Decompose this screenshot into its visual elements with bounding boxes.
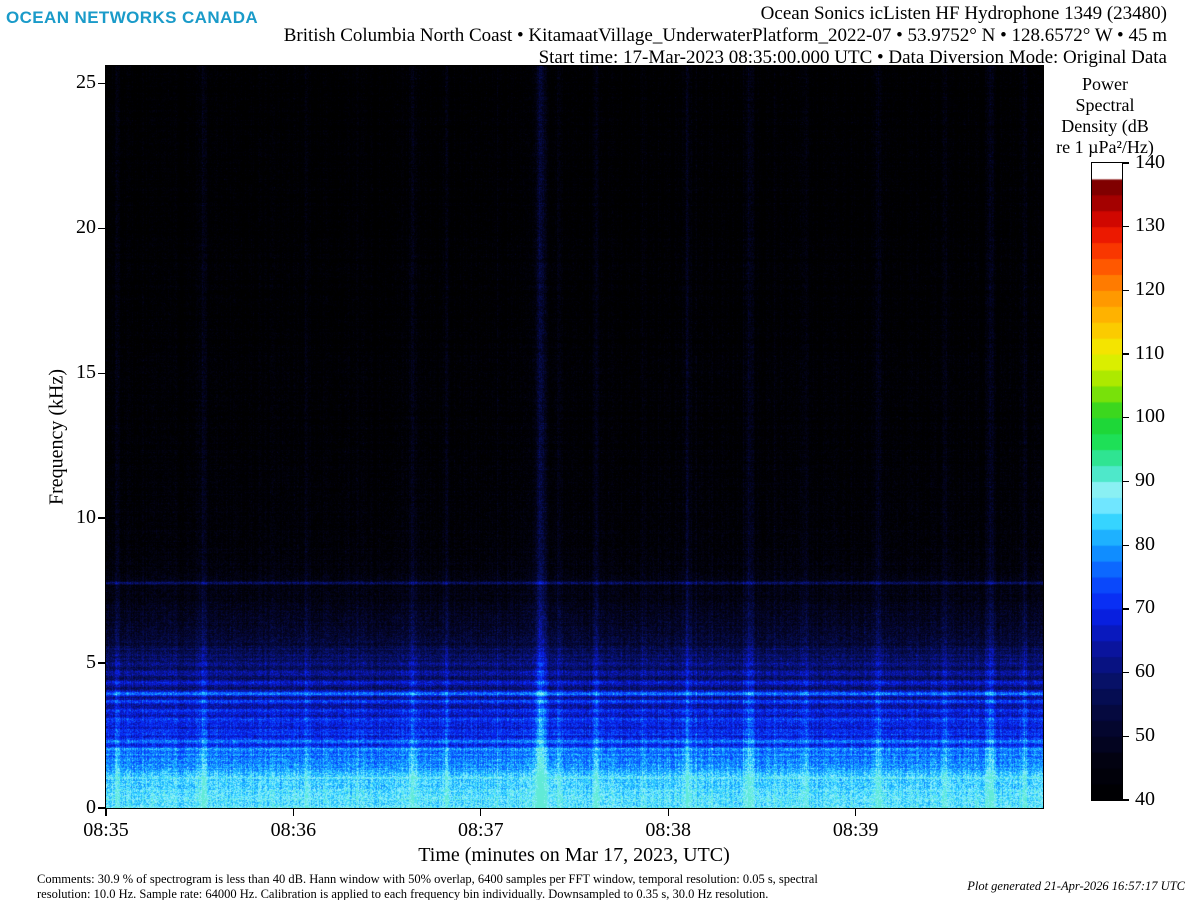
- x-tick-label: 08:39: [832, 819, 879, 841]
- colorbar-tick-label: 140: [1135, 150, 1165, 173]
- y-axis-label: Frequency (kHz): [45, 368, 68, 506]
- y-tick-label: 20: [76, 215, 96, 238]
- title-line-instrument: Ocean Sonics icListen HF Hydrophone 1349…: [760, 3, 1167, 24]
- colorbar-label-line: Density (dB: [1061, 116, 1149, 136]
- colorbar-tick-label: 50: [1135, 723, 1155, 746]
- colorbar: [1091, 162, 1123, 801]
- colorbar-label: Power Spectral Density (dB re 1 µPa²/Hz): [1056, 74, 1154, 158]
- x-tick-mark: [292, 809, 295, 816]
- colorbar-tick-label: 100: [1135, 405, 1165, 428]
- x-tick-label: 08:38: [645, 819, 691, 841]
- colorbar-tick-label: 130: [1135, 214, 1165, 237]
- colorbar-tick-mark: [1123, 289, 1129, 292]
- colorbar-tick-mark: [1123, 608, 1129, 610]
- y-tick-mark: [98, 517, 105, 519]
- comments-text: Comments: 30.9 % of spectrogram is less …: [37, 872, 818, 900]
- generated-timestamp: Plot generated 21-Apr-2026 16:57:17 UTC: [967, 879, 1185, 893]
- colorbar-tick-mark: [1123, 544, 1129, 546]
- x-axis-label: Time (minutes on Mar 17, 2023, UTC): [418, 844, 730, 866]
- plot-title-block: Ocean Sonics icListen HF Hydrophone 1349…: [284, 3, 1167, 69]
- spectrogram-canvas: [106, 66, 1043, 808]
- colorbar-tick-mark: [1123, 353, 1129, 355]
- comments-line-2: resolution: 10.0 Hz. Sample rate: 64000 …: [37, 887, 769, 900]
- y-tick-label: 25: [76, 70, 96, 93]
- comments-line-1: Comments: 30.9 % of spectrogram is less …: [37, 872, 818, 886]
- x-tick-mark: [105, 809, 107, 816]
- y-tick-mark: [98, 372, 105, 374]
- colorbar-label-line: re 1 µPa²/Hz): [1056, 137, 1154, 157]
- colorbar-tick-label: 90: [1135, 469, 1155, 491]
- x-tick-mark: [854, 809, 857, 816]
- title-line-location: British Columbia North Coast • KitamaatV…: [283, 25, 1167, 46]
- colorbar-tick-label: 60: [1135, 660, 1155, 683]
- onc-logo: OCEAN NETWORKS CANADA: [6, 8, 259, 27]
- y-tick-label: 5: [86, 650, 96, 673]
- y-tick-mark: [98, 662, 105, 664]
- y-tick-label: 0: [86, 795, 96, 818]
- colorbar-tick-label: 70: [1135, 596, 1155, 619]
- colorbar-label-line: Spectral: [1075, 95, 1135, 115]
- colorbar-canvas: [1092, 163, 1122, 800]
- x-tick-mark: [667, 809, 669, 816]
- y-tick-label: 10: [76, 505, 96, 528]
- y-tick-mark: [98, 807, 105, 809]
- colorbar-tick-mark: [1123, 735, 1129, 737]
- colorbar-tick-mark: [1123, 417, 1129, 419]
- spectrogram-plot-area: [105, 65, 1044, 809]
- x-tick-mark: [480, 809, 482, 816]
- y-tick-mark: [98, 227, 105, 229]
- colorbar-tick-mark: [1123, 480, 1129, 483]
- y-tick-label: 15: [76, 360, 96, 383]
- y-tick-mark: [98, 82, 105, 85]
- colorbar-tick-label: 110: [1135, 341, 1165, 364]
- x-tick-label: 08:35: [83, 819, 129, 841]
- colorbar-label-line: Power: [1081, 74, 1128, 94]
- colorbar-tick-mark: [1123, 799, 1129, 801]
- colorbar-tick-mark: [1123, 162, 1129, 164]
- x-tick-label: 08:37: [458, 819, 504, 841]
- title-line-starttime: Start time: 17-Mar-2023 08:35:00.000 UTC…: [538, 47, 1167, 68]
- x-tick-label: 08:36: [270, 819, 317, 841]
- colorbar-tick-mark: [1123, 671, 1129, 674]
- colorbar-tick-label: 120: [1135, 277, 1165, 300]
- colorbar-tick-mark: [1123, 226, 1129, 228]
- colorbar-tick-label: 40: [1135, 787, 1155, 810]
- colorbar-tick-label: 80: [1135, 532, 1155, 555]
